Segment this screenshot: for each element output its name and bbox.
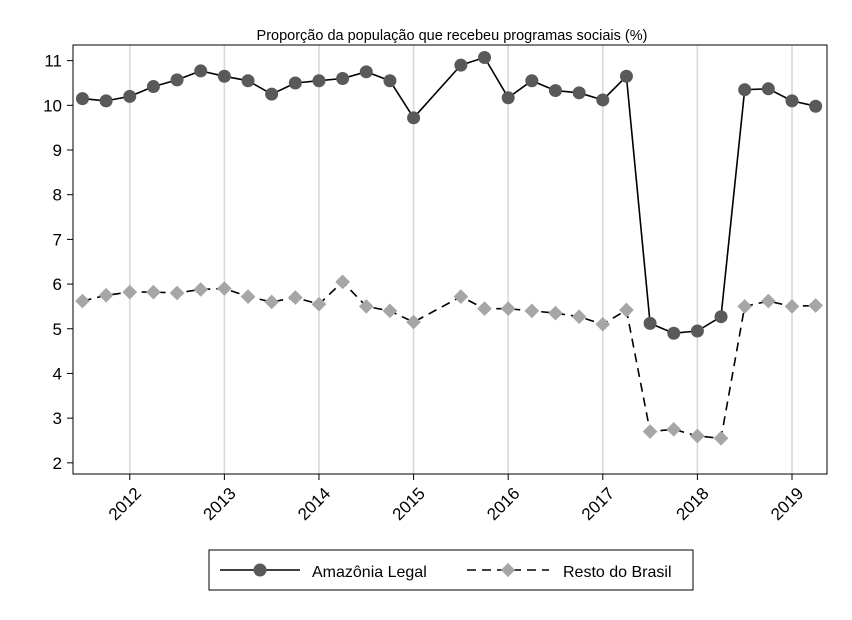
data-point-amazonia-legal <box>123 89 137 103</box>
legend-marker-amazonia <box>253 563 267 577</box>
data-point-resto-do-brasil <box>240 289 256 304</box>
y-tick-label: 8 <box>53 186 62 205</box>
data-point-amazonia-legal <box>336 72 350 86</box>
data-point-amazonia-legal <box>312 74 326 88</box>
data-point-amazonia-legal <box>241 74 255 88</box>
data-point-resto-do-brasil <box>193 282 209 297</box>
data-point-resto-do-brasil <box>524 303 540 319</box>
data-point-amazonia-legal <box>619 69 633 83</box>
x-tick-label: 2014 <box>294 484 334 524</box>
data-point-amazonia-legal <box>75 92 89 106</box>
data-point-resto-do-brasil <box>595 316 611 332</box>
data-point-amazonia-legal <box>596 93 610 107</box>
data-point-amazonia-legal <box>572 86 586 100</box>
data-point-resto-do-brasil <box>169 285 185 301</box>
data-point-resto-do-brasil <box>784 299 800 314</box>
y-tick-label: 3 <box>53 409 62 428</box>
data-point-resto-do-brasil <box>358 299 374 314</box>
data-point-resto-do-brasil <box>619 302 634 318</box>
data-point-resto-do-brasil <box>642 424 658 439</box>
y-tick-label: 2 <box>53 454 62 473</box>
data-point-resto-do-brasil <box>335 274 350 290</box>
legend: Amazônia Legal Resto do Brasil <box>208 549 694 591</box>
data-point-amazonia-legal <box>714 310 728 324</box>
data-point-amazonia-legal <box>217 69 231 83</box>
data-point-resto-do-brasil <box>382 303 398 319</box>
data-point-amazonia-legal <box>761 82 775 96</box>
data-point-amazonia-legal <box>146 80 160 94</box>
data-point-amazonia-legal <box>809 99 823 113</box>
series-markers <box>75 51 824 446</box>
data-point-resto-do-brasil <box>406 314 421 330</box>
data-point-resto-do-brasil <box>808 298 824 313</box>
data-point-amazonia-legal <box>288 76 302 90</box>
data-point-amazonia-legal <box>170 73 184 87</box>
x-tick-label: 2019 <box>767 484 807 524</box>
data-point-resto-do-brasil <box>264 294 280 310</box>
data-point-amazonia-legal <box>548 84 562 98</box>
y-tick-label: 5 <box>53 320 62 339</box>
data-point-resto-do-brasil <box>287 290 303 305</box>
x-tick-label: 2013 <box>199 484 239 524</box>
y-tick-label: 4 <box>53 364 62 383</box>
data-point-resto-do-brasil <box>713 430 729 446</box>
data-point-amazonia-legal <box>407 111 421 125</box>
data-point-amazonia-legal <box>478 51 492 65</box>
data-point-resto-do-brasil <box>122 284 138 300</box>
data-point-amazonia-legal <box>501 91 515 105</box>
series-line-amazonia-legal <box>82 56 816 335</box>
x-tick-label: 2017 <box>578 484 618 524</box>
data-point-resto-do-brasil <box>453 289 469 304</box>
data-point-resto-do-brasil <box>666 421 682 437</box>
chart-title: Proporção da população que recebeu progr… <box>257 28 648 44</box>
data-point-amazonia-legal <box>667 326 681 340</box>
data-point-amazonia-legal <box>454 58 468 72</box>
data-point-resto-do-brasil <box>217 281 232 296</box>
data-point-amazonia-legal <box>359 65 373 79</box>
data-point-resto-do-brasil <box>548 305 563 321</box>
data-point-resto-do-brasil <box>477 301 492 317</box>
data-point-resto-do-brasil <box>737 299 753 314</box>
data-point-resto-do-brasil <box>760 293 776 309</box>
data-point-resto-do-brasil <box>146 284 161 300</box>
series-lines <box>82 56 816 440</box>
series-line-resto-do-brasil <box>82 280 816 440</box>
data-point-amazonia-legal <box>643 316 657 330</box>
x-axis: 2012 2013 2014 2015 2016 2017 2018 2019 <box>105 474 807 524</box>
x-tick-label: 2015 <box>389 484 429 524</box>
data-point-amazonia-legal <box>383 74 397 88</box>
plot-frame <box>72 44 828 475</box>
data-point-amazonia-legal <box>194 64 208 78</box>
grid <box>128 45 793 474</box>
x-tick-label: 2012 <box>105 484 145 524</box>
data-point-amazonia-legal <box>738 83 752 97</box>
data-point-resto-do-brasil <box>75 293 90 309</box>
data-point-amazonia-legal <box>525 74 539 88</box>
data-point-resto-do-brasil <box>500 301 516 317</box>
y-axis: 2 3 4 5 6 7 8 9 10 11 <box>43 52 73 473</box>
data-point-resto-do-brasil <box>690 428 705 444</box>
x-tick-label: 2018 <box>673 484 713 524</box>
y-tick-label: 9 <box>53 141 62 160</box>
x-tick-label: 2016 <box>483 484 523 524</box>
legend-label-amazonia: Amazônia Legal <box>312 564 427 581</box>
data-point-amazonia-legal <box>99 94 113 108</box>
data-point-amazonia-legal <box>690 324 704 338</box>
y-tick-label: 7 <box>53 230 62 249</box>
data-point-amazonia-legal <box>265 87 279 101</box>
y-tick-label: 10 <box>43 96 62 115</box>
data-point-amazonia-legal <box>785 94 799 108</box>
data-point-resto-do-brasil <box>98 287 114 303</box>
y-tick-label: 11 <box>44 52 62 71</box>
legend-marker-resto <box>500 562 516 578</box>
y-tick-label: 6 <box>53 275 62 294</box>
data-point-resto-do-brasil <box>571 309 587 325</box>
legend-label-resto: Resto do Brasil <box>563 564 672 581</box>
